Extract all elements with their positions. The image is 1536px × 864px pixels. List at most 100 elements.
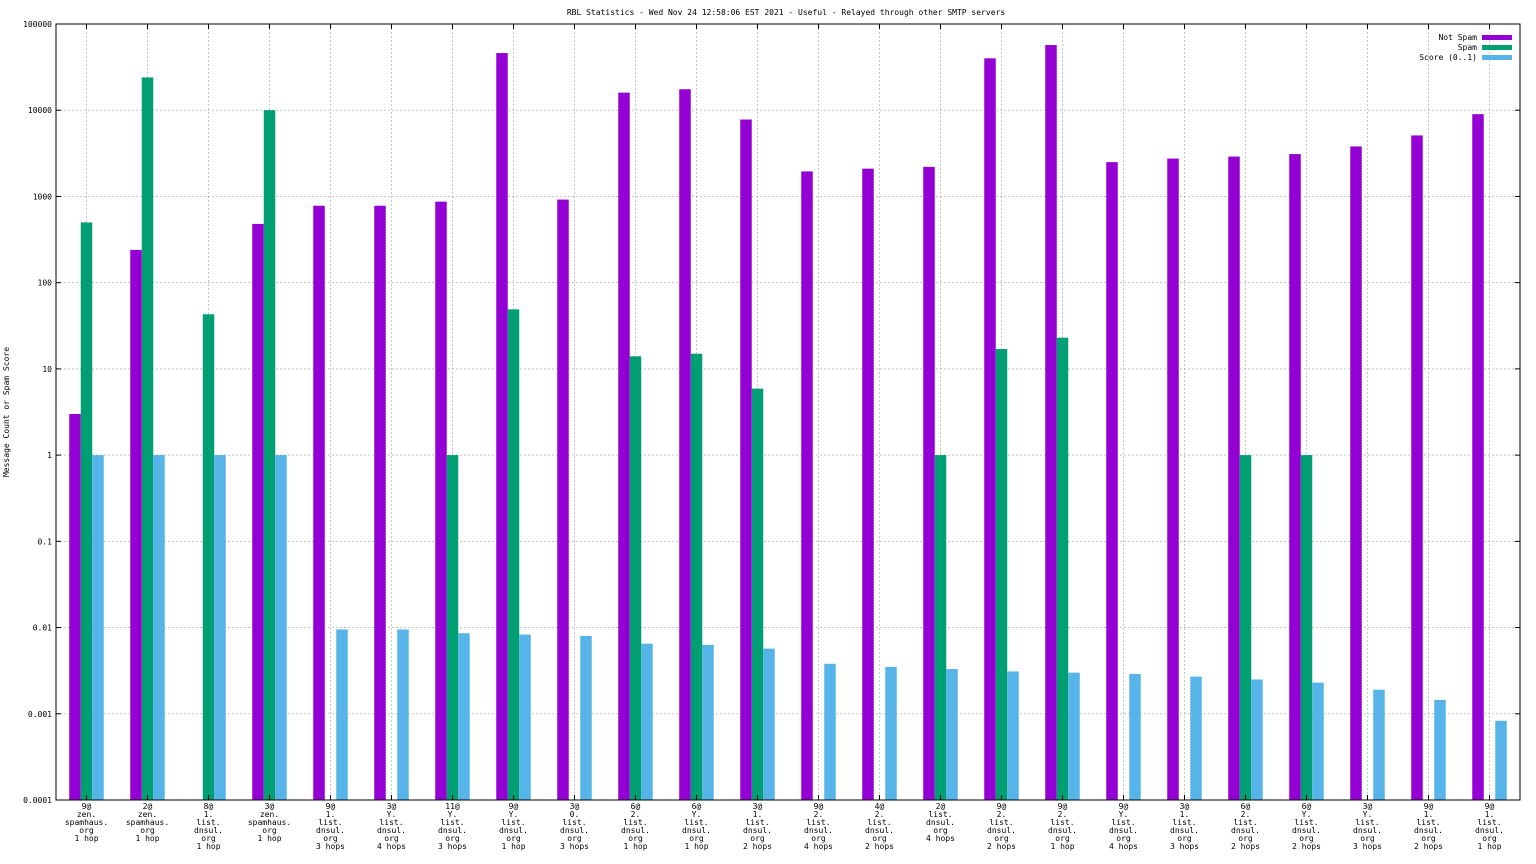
x-axis-labels: 9@ zen. spamhaus. org 1 hop 2@ zen. spamhaus. or… — [65, 802, 1504, 851]
x-tick-label: 6@ 2. list. dnsul. org 1 hop — [621, 802, 650, 851]
x-tick-label: 3@ Y. list. dnsul. org 4 hops — [377, 802, 406, 851]
y-tick-label: 1000 — [33, 192, 52, 201]
bar-not-spam — [130, 249, 142, 800]
bar-spam — [751, 388, 764, 800]
bar-score-0-1 — [1251, 679, 1263, 800]
y-tick-label: 100 — [38, 279, 53, 288]
bar-not-spam — [1289, 154, 1301, 801]
bar-spam — [263, 110, 276, 800]
bar-not-spam — [1472, 114, 1484, 800]
legend-swatch — [1482, 45, 1512, 50]
bar-score-0-1 — [1373, 689, 1385, 800]
bar-score-0-1 — [214, 455, 226, 800]
bar-spam — [690, 353, 703, 800]
bar-not-spam — [862, 168, 874, 800]
x-tick-label: 6@ 2. list. dnsul. org 2 hops — [1231, 802, 1260, 851]
bar-not-spam — [984, 58, 996, 800]
legend-label: Spam — [1458, 43, 1477, 52]
bar-score-0-1 — [153, 455, 165, 800]
bar-spam — [934, 455, 947, 800]
bar-score-0-1 — [275, 455, 287, 800]
bar-score-0-1 — [458, 633, 470, 800]
x-tick-label: 9@ 2. list. dnsul. org 1 hop — [1048, 802, 1077, 851]
x-tick-label: 9@ zen. spamhaus. org 1 hop — [65, 802, 108, 843]
x-tick-label: 9@ Y. list. dnsul. org 1 hop — [499, 802, 528, 851]
bar-score-0-1 — [92, 455, 104, 800]
x-tick-label: 3@ Y. list. dnsul. org 3 hops — [1353, 802, 1382, 851]
bars — [69, 45, 1507, 801]
legend-swatch — [1482, 35, 1512, 40]
x-tick-label: 11@ Y. list. dnsul. org 3 hops — [438, 802, 467, 851]
bar-not-spam — [69, 413, 81, 800]
bar-spam — [629, 356, 642, 800]
y-tick-label: 0.0001 — [23, 796, 52, 805]
bar-score-0-1 — [1434, 699, 1446, 800]
bar-not-spam — [1411, 135, 1423, 801]
bar-spam — [141, 77, 154, 800]
y-tick-label: 0.01 — [33, 624, 52, 633]
legend-swatch — [1482, 55, 1512, 60]
x-tick-label: 3@ 1. list. dnsul. org 2 hops — [743, 802, 772, 851]
legend-label: Score (0..1) — [1419, 53, 1477, 62]
x-tick-label: 8@ 1. list. dnsul. org 1 hop — [194, 802, 223, 851]
x-tick-label: 4@ 2. list. dnsul. org 2 hops — [865, 802, 894, 851]
bar-not-spam — [679, 89, 691, 800]
bar-not-spam — [435, 201, 447, 800]
bar-not-spam — [374, 205, 386, 800]
bar-score-0-1 — [1312, 682, 1324, 800]
x-tick-label: 3@ 1. list. dnsul. org 3 hops — [1170, 802, 1199, 851]
x-tick-label: 9@ 2. list. dnsul. org 2 hops — [987, 802, 1016, 851]
bar-score-0-1 — [641, 643, 653, 800]
y-tick-label: 1 — [47, 451, 52, 460]
bar-not-spam — [923, 166, 935, 801]
x-tick-label: 3@ 0. list. dnsul. org 3 hops — [560, 802, 589, 851]
bar-score-0-1 — [397, 629, 409, 800]
y-axis-label: Message Count or Spam Score — [2, 347, 11, 477]
bar-score-0-1 — [580, 635, 592, 800]
bar-score-0-1 — [519, 634, 531, 800]
bar-not-spam — [1228, 156, 1240, 801]
y-tick-label: 0.001 — [28, 710, 52, 719]
bar-spam — [1056, 337, 1069, 800]
chart-title: RBL Statistics - Wed Nov 24 12:58:06 EST… — [567, 8, 1005, 17]
y-tick-label: 10000 — [28, 106, 52, 115]
bar-not-spam — [252, 223, 264, 800]
bar-spam — [80, 222, 93, 801]
bar-score-0-1 — [1190, 676, 1202, 800]
bar-not-spam — [618, 92, 630, 800]
x-tick-label: 9@ 1. list. dnsul. org 2 hops — [1414, 802, 1443, 851]
bar-score-0-1 — [1068, 672, 1080, 800]
bar-not-spam — [313, 205, 325, 800]
bar-score-0-1 — [1495, 720, 1507, 800]
legend-label: Not Spam — [1438, 33, 1477, 42]
bar-not-spam — [740, 119, 752, 800]
x-tick-label: 9@ 1. list. dnsul. org 1 hop — [1475, 802, 1504, 851]
x-tick-label: 3@ zen. spamhaus. org 1 hop — [248, 802, 291, 843]
bar-not-spam — [1167, 158, 1179, 800]
x-tick-label: 6@ Y. list. dnsul. org 1 hop — [682, 802, 711, 851]
bar-score-0-1 — [885, 666, 897, 800]
x-tick-label: 2@ list. dnsul. org 4 hops — [926, 802, 955, 843]
y-tick-label: 100000 — [23, 20, 52, 29]
bar-not-spam — [801, 171, 813, 800]
x-tick-label: 9@ 1. list. dnsul. org 3 hops — [316, 802, 345, 851]
bar-spam — [507, 309, 520, 800]
bar-not-spam — [1106, 162, 1118, 800]
bar-score-0-1 — [702, 644, 714, 800]
bar-not-spam — [1045, 45, 1057, 800]
bar-score-0-1 — [1129, 673, 1141, 800]
bar-spam — [1300, 455, 1313, 800]
x-tick-label: 9@ 2. list. dnsul. org 4 hops — [804, 802, 833, 851]
x-tick-label: 6@ Y. list. dnsul. org 2 hops — [1292, 802, 1321, 851]
x-tick-label: 9@ Y. list. dnsul. org 4 hops — [1109, 802, 1138, 851]
y-axis-ticks: 0.0001 0.001 0.01 0.1 1 10 100 1000 10000 100000 — [23, 20, 1520, 805]
bar-not-spam — [557, 199, 569, 800]
x-tick-label: 2@ zen. spamhaus. org 1 hop — [126, 802, 169, 843]
bar-score-0-1 — [763, 648, 775, 800]
plot-frame — [55, 23, 1521, 801]
bar-score-0-1 — [824, 663, 836, 800]
bar-spam — [995, 349, 1008, 800]
bar-not-spam — [1350, 146, 1362, 800]
